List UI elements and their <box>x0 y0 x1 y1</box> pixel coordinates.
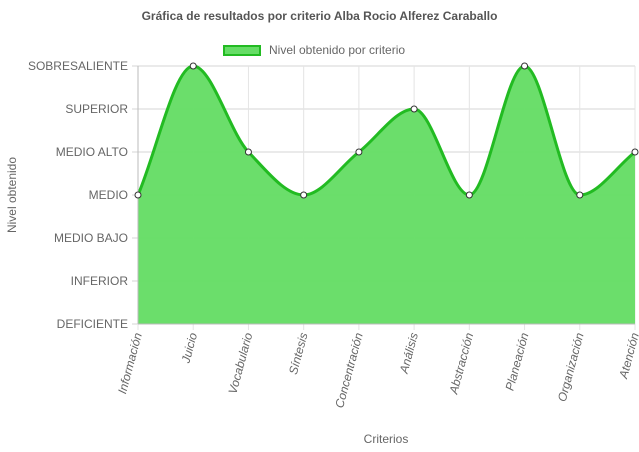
data-point <box>576 191 584 199</box>
y-tick-label: MEDIO <box>89 188 128 202</box>
y-tick-label: MEDIO ALTO <box>56 145 128 159</box>
data-point <box>300 191 308 199</box>
legend-swatch <box>223 44 261 56</box>
legend-label: Nivel obtenido por criterio <box>269 43 406 57</box>
series-line <box>136 64 636 197</box>
data-point <box>521 62 529 70</box>
y-tick-label: SUPERIOR <box>65 102 128 116</box>
x-tick-label: Abstracción <box>446 331 476 396</box>
x-tick-label: Información <box>115 331 145 395</box>
x-tick-label: Atención <box>616 331 639 381</box>
x-tick-label: Vocabulario <box>226 331 256 396</box>
x-tick-label: Organización <box>555 331 587 403</box>
series-area <box>138 66 635 324</box>
x-axis-label: Criterios <box>363 432 409 446</box>
data-point <box>189 62 197 70</box>
x-tick-label: Concentración <box>332 331 366 410</box>
x-tick-label: Análisis <box>397 331 421 376</box>
data-point <box>355 148 363 156</box>
x-tick-label: Juicio <box>178 331 200 366</box>
x-tick-label: Planeación <box>503 331 532 392</box>
data-point <box>244 148 252 156</box>
data-point <box>631 148 639 156</box>
y-tick-label: INFERIOR <box>71 274 129 288</box>
y-tick-label: SOBRESALIENTE <box>28 59 128 73</box>
data-point <box>410 105 418 113</box>
data-point <box>465 191 473 199</box>
y-tick-label: DEFICIENTE <box>57 317 128 331</box>
legend[interactable]: Nivel obtenido por criterio <box>223 42 405 58</box>
y-tick-label: MEDIO BAJO <box>54 231 128 245</box>
x-tick-label: Síntesis <box>286 331 311 376</box>
chart-title: Gráfica de resultados por criterio Alba … <box>141 9 498 23</box>
data-point <box>134 191 142 199</box>
